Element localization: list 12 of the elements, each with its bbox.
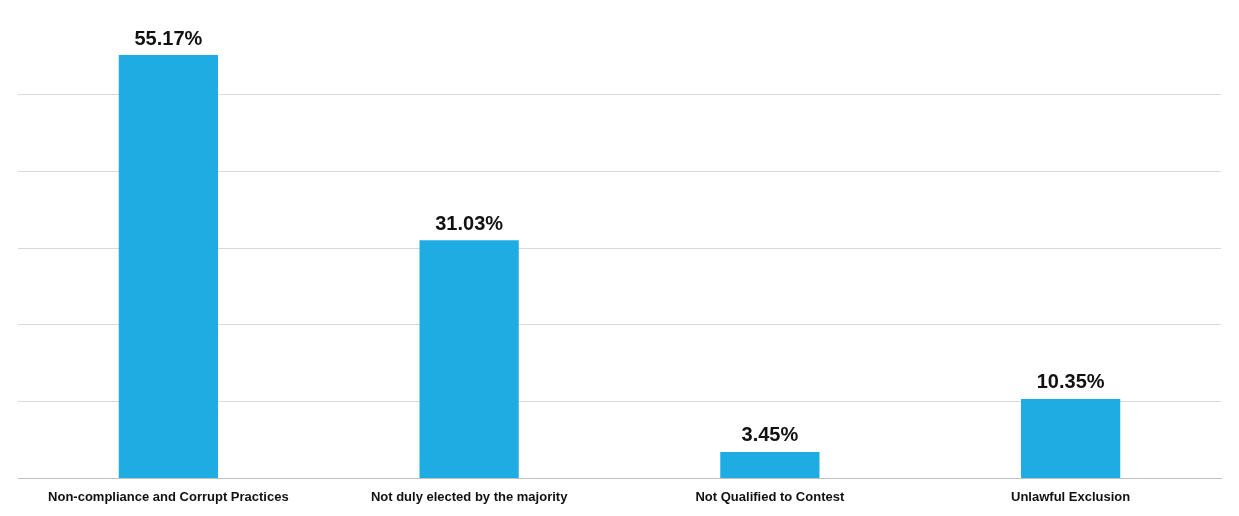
bar	[118, 55, 218, 478]
data-label: 55.17%	[134, 26, 203, 49]
x-tick-label: Non-compliance and Corrupt Practices	[48, 488, 289, 504]
bar	[1021, 398, 1121, 478]
x-tick-label: Not duly elected by the majority	[370, 488, 569, 504]
data-label: 10.35%	[1036, 370, 1105, 393]
data-label: 3.45%	[741, 423, 799, 446]
x-tick-label: Not Qualified to Contest	[695, 488, 845, 504]
data-label: 31.03%	[435, 211, 504, 234]
bar	[720, 451, 820, 478]
x-tick-label: Unlawful Exclusion	[1011, 488, 1131, 504]
bar	[419, 240, 519, 478]
